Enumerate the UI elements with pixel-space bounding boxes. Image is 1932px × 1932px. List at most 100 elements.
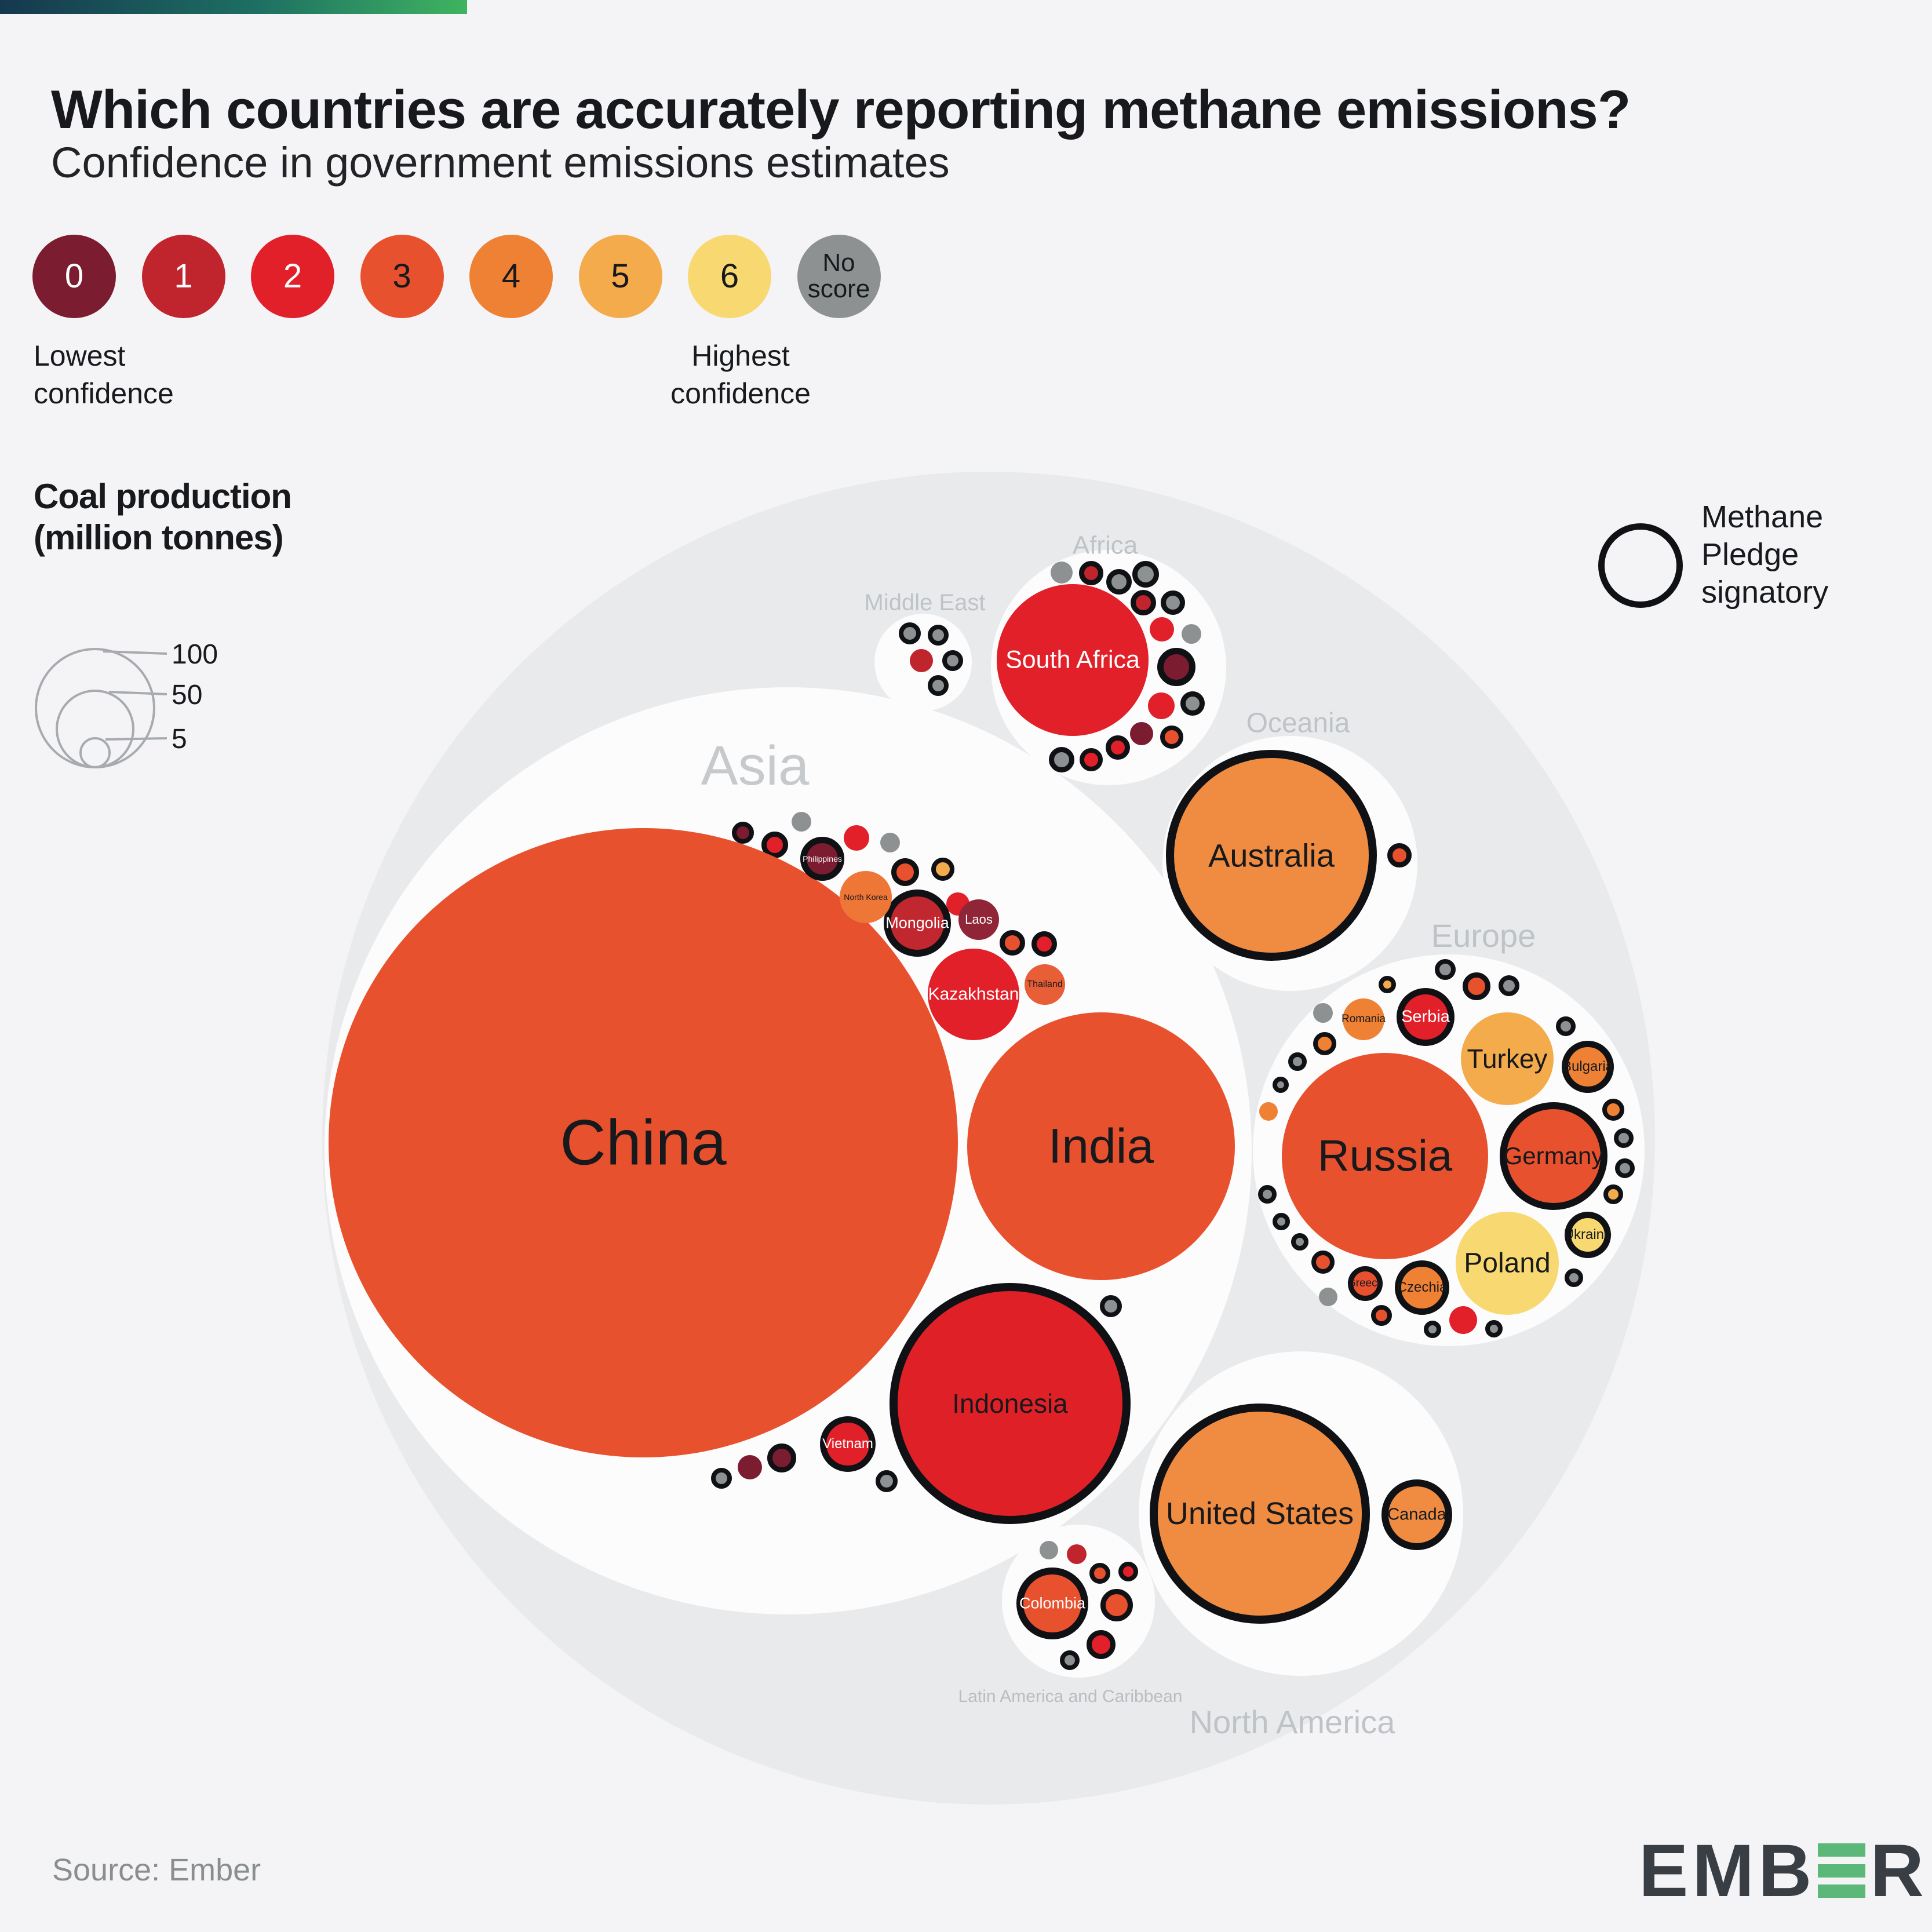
bubble-label: Mongolia [885,914,949,932]
country-dot [1157,648,1195,686]
country-dot [1288,1052,1307,1071]
bubble-label: China [560,1107,727,1179]
score-legend-item-5: 5 [578,235,662,318]
bubble-label: Canada [1387,1505,1446,1524]
bubble-india: India [967,1012,1235,1280]
region-label-oceania: Oceania [1246,708,1350,739]
bubble-label: Bulgaria [1562,1059,1614,1074]
bubble-label: Ukraine [1563,1227,1612,1242]
bubble-indonesia: Indonesia [890,1283,1131,1524]
logo-text-right: R [1870,1829,1928,1912]
source-note: Source: Ember [52,1853,261,1887]
country-dot [1132,561,1159,588]
country-dot [1291,1233,1308,1251]
region-label-latin-america-and-caribbean: Latin America and Caribbean [958,1686,1183,1706]
country-dot [1106,569,1132,595]
country-dot [1565,1268,1583,1287]
score-legend-item-6: 6 [688,235,771,318]
country-dot [1161,590,1185,615]
country-dot [1603,1184,1623,1204]
country-dot [1079,561,1103,585]
country-dot [1118,1562,1138,1581]
bubble-australia: Australia [1166,750,1377,961]
score-legend-lowest-label: Lowest confidence [34,340,174,410]
country-dot [711,1468,732,1489]
country-dot [899,622,921,644]
bubble-label: Kazakhstan [928,985,1019,1004]
region-label-north-america: North America [1189,1703,1395,1740]
bubble-laos: Laos [958,899,999,940]
country-dot [1602,1099,1624,1121]
bubble-united-states: United States [1150,1404,1370,1624]
country-dot [1387,843,1412,867]
bubble-label: Australia [1208,837,1335,874]
country-dot [910,649,933,672]
country-dot [1089,1563,1110,1584]
score-legend-highest-label: Highest confidence [670,340,811,410]
country-dot [1000,930,1025,956]
country-dot [1150,617,1174,641]
region-label-europe: Europe [1431,917,1536,954]
score-legend-item-3: 3 [360,235,444,318]
bubble-thailand: Thailand [1025,964,1065,1005]
bubble-label: Colombia [1019,1594,1086,1612]
logo-green-e-icon [1818,1843,1866,1898]
bubble-label: Philippines [803,854,842,863]
bubble-mongolia: Mongolia [884,890,951,957]
country-dot [732,822,754,844]
brand-gradient-bar [0,0,467,14]
country-dot [1049,747,1074,772]
bubble-canada: Canada [1381,1479,1452,1550]
bubble-label: Thailand [1027,979,1063,989]
country-dot [1080,748,1103,771]
bubble-russia: Russia [1282,1053,1488,1259]
country-dot [1100,1295,1122,1317]
ember-logo: EMB R [1639,1829,1928,1912]
country-dot [1106,735,1130,760]
bubble-label: Serbia [1401,1007,1450,1026]
bubble-south-africa: South Africa [997,584,1149,736]
country-dot [1130,722,1153,745]
country-dot [1100,1589,1133,1621]
country-dot [1614,1128,1634,1148]
country-dot [1311,1251,1335,1274]
country-dot [1485,1320,1503,1337]
country-dot [1313,1003,1333,1023]
country-dot [1182,624,1201,644]
size-tick-50: 50 [172,680,203,710]
country-dot [1449,1306,1477,1334]
country-dot [1424,1321,1441,1338]
bubble-label: Laos [965,912,993,927]
bubble-label: Turkey [1467,1044,1548,1074]
bubble-greece: Greece [1347,1266,1383,1301]
country-dot [1258,1185,1277,1204]
score-legend-item-0: 0 [32,235,116,318]
page-title: Which countries are accurately reporting… [51,78,1631,140]
bubble-romania: Romania [1341,998,1386,1040]
bubble-label: Vietnam [822,1436,873,1452]
country-dot [792,812,811,832]
country-dot [1031,931,1057,957]
country-dot [928,675,949,696]
bubble-germany: Germany [1500,1102,1607,1210]
bubble-label: Czechia [1397,1280,1448,1295]
country-dot [738,1455,762,1479]
size-tick-5: 5 [172,724,187,754]
bubble-label: Indonesia [952,1388,1068,1419]
bubble-bulgaria: Bulgaria [1562,1041,1614,1093]
page-subtitle: Confidence in government emissions estim… [51,138,950,187]
country-dot [767,1443,796,1472]
country-dot [844,825,869,851]
country-dot [931,858,954,881]
bubble-philippines: Philippines [800,837,844,881]
bubble-vietnam: Vietnam [820,1416,876,1472]
country-dot [1051,562,1073,584]
bubble-serbia: Serbia [1397,988,1455,1046]
country-dot [1615,1158,1635,1178]
methane-pledge-ring-icon [1598,523,1683,608]
score-legend-item-2: 2 [251,235,334,318]
bubble-czechia: Czechia [1395,1260,1449,1315]
bubble-label: Romania [1341,1013,1386,1025]
country-dot [1371,1305,1392,1326]
